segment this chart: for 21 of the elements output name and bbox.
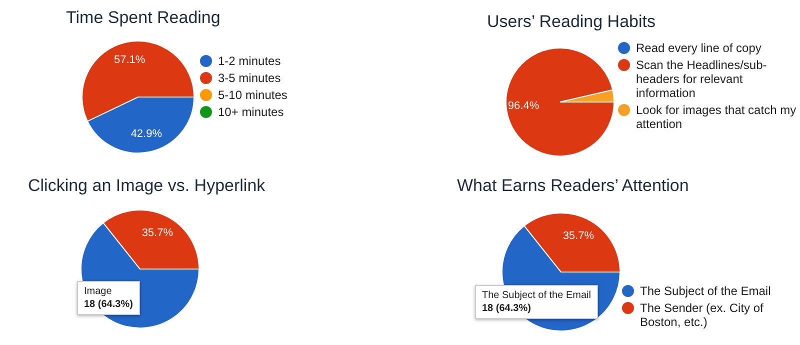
legend-label: 1-2 minutes	[218, 54, 281, 68]
pie-slice	[506, 48, 614, 156]
data-label: 35.7%	[562, 230, 594, 242]
legend-label: 3-5 minutes	[218, 70, 281, 84]
data-label: 35.7%	[142, 226, 174, 239]
legend-label: Look for images that catch my attention	[636, 103, 798, 131]
data-label: 96.4%	[508, 100, 540, 112]
chart-title: Users’ Reading Habits	[487, 12, 656, 32]
legend-label: 5-10 minutes	[218, 88, 288, 102]
legend-label: Scan the Headlines/sub-headers for relevant information	[636, 58, 768, 100]
legend-label: Read every line of copy	[636, 41, 762, 55]
text: Image 18 (64.3%)	[84, 285, 133, 311]
chart-title: What Earns Readers’ Attention	[457, 176, 689, 196]
legend-label: The Sender (ex. City of Boston, etc.)	[640, 301, 764, 329]
chart-title: Time Spent Reading	[66, 8, 220, 28]
legend-label: The Subject of the Email	[640, 284, 771, 298]
data-label: 57.1%	[114, 54, 146, 66]
chart-title: Clicking an Image vs. Hyperlink	[28, 176, 266, 196]
text: The Subject of the Email 18 (64.3%)	[482, 289, 591, 315]
data-label: 42.9%	[130, 128, 162, 140]
legend-label: 10+ minutes	[218, 104, 284, 118]
